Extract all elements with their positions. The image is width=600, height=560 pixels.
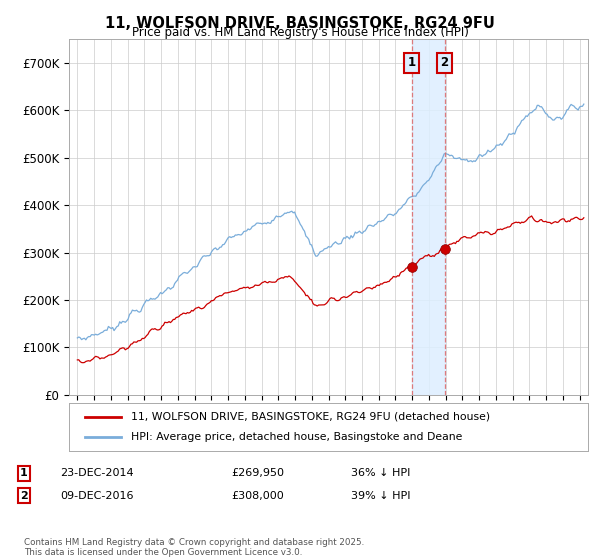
Text: 11, WOLFSON DRIVE, BASINGSTOKE, RG24 9FU (detached house): 11, WOLFSON DRIVE, BASINGSTOKE, RG24 9FU… bbox=[131, 412, 490, 422]
Text: 1: 1 bbox=[407, 57, 416, 69]
Text: Price paid vs. HM Land Registry's House Price Index (HPI): Price paid vs. HM Land Registry's House … bbox=[131, 26, 469, 39]
Text: 11, WOLFSON DRIVE, BASINGSTOKE, RG24 9FU: 11, WOLFSON DRIVE, BASINGSTOKE, RG24 9FU bbox=[105, 16, 495, 31]
Text: 09-DEC-2016: 09-DEC-2016 bbox=[60, 491, 133, 501]
Text: HPI: Average price, detached house, Basingstoke and Deane: HPI: Average price, detached house, Basi… bbox=[131, 432, 463, 442]
Text: 36% ↓ HPI: 36% ↓ HPI bbox=[351, 468, 410, 478]
Bar bbox=[412, 39, 445, 395]
Text: £308,000: £308,000 bbox=[231, 491, 284, 501]
Text: 2: 2 bbox=[440, 57, 449, 69]
Text: 1: 1 bbox=[20, 468, 28, 478]
Text: £269,950: £269,950 bbox=[231, 468, 284, 478]
Text: 39% ↓ HPI: 39% ↓ HPI bbox=[351, 491, 410, 501]
Text: 2: 2 bbox=[20, 491, 28, 501]
Text: Contains HM Land Registry data © Crown copyright and database right 2025.
This d: Contains HM Land Registry data © Crown c… bbox=[24, 538, 364, 557]
Text: 23-DEC-2014: 23-DEC-2014 bbox=[60, 468, 134, 478]
